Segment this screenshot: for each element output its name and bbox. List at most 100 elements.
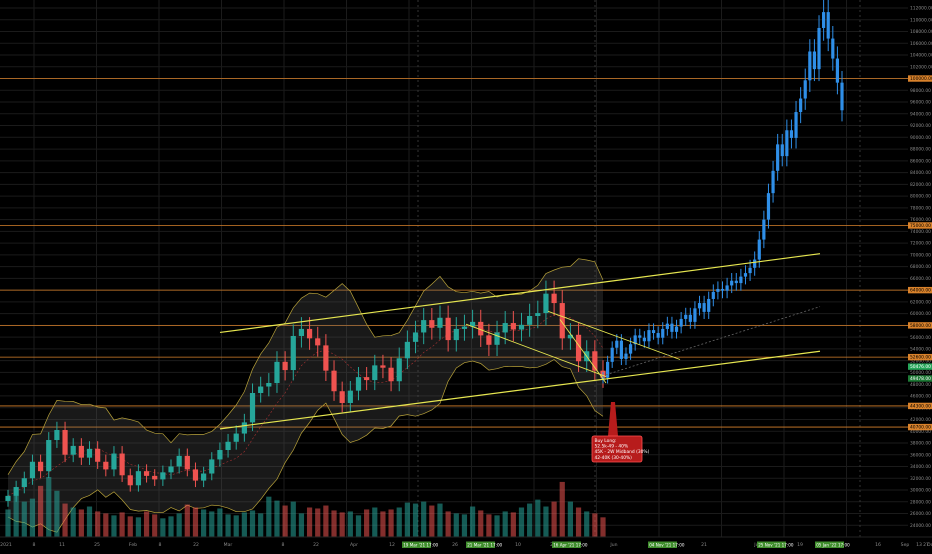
volume-bar <box>347 511 353 537</box>
volume-bar <box>160 518 166 537</box>
candle <box>331 370 337 392</box>
price-tick-label: 70000.00 <box>910 252 931 258</box>
level-price-tag <box>908 75 932 82</box>
channel-lower-line <box>219 350 821 430</box>
price-tick-label: 24000.00 <box>910 523 931 529</box>
projection-candle <box>734 280 738 284</box>
time-highlight-tag <box>466 541 495 548</box>
time-tick-label: 2021 <box>0 542 12 548</box>
volume-bar <box>225 514 231 537</box>
annotation-pointer <box>608 402 618 436</box>
level-price-label: 58000.00 <box>910 323 931 329</box>
volume-bar <box>95 511 101 537</box>
time-highlight-tag <box>552 541 581 548</box>
annotation-box <box>591 435 643 463</box>
price-tick-label: 50000.00 <box>910 370 931 376</box>
candle <box>233 433 239 442</box>
time-tick-label: 27 <box>923 542 929 548</box>
projection-candle <box>799 98 803 113</box>
candle <box>543 293 549 314</box>
current-price-label: 50476.00 <box>910 364 931 370</box>
volume-bar <box>600 517 606 537</box>
price-axis: 112000.00 110000.00 108000.00 106000.00 1040… <box>908 0 932 550</box>
candle <box>461 326 468 329</box>
price-tick-label: 84000.00 <box>910 170 931 176</box>
level-price-tag <box>908 402 932 410</box>
candle <box>347 390 353 403</box>
time-tick-label: 13 <box>916 542 922 548</box>
midline-dotted <box>605 306 821 376</box>
volume-bar <box>494 515 500 537</box>
time-tick-label: Feb <box>129 542 137 548</box>
price-tick-label: 108000.00 <box>910 29 932 35</box>
candle <box>176 455 182 467</box>
volume-bar <box>143 511 150 537</box>
candle <box>184 455 190 470</box>
candle <box>339 391 345 403</box>
candle <box>249 392 256 423</box>
volume-bar <box>209 511 215 537</box>
candle <box>551 293 557 304</box>
candle <box>315 338 321 346</box>
volume-bar <box>135 517 142 537</box>
level-price-tag <box>908 322 932 329</box>
candle <box>86 448 93 458</box>
price-tick-label: 112000.00 <box>910 6 932 12</box>
volume-bar <box>5 509 11 537</box>
projection-candle <box>605 361 610 378</box>
projection-candle <box>628 344 633 354</box>
annotation-line: 42-40K (30-40%) <box>595 455 633 461</box>
projection-candle <box>638 335 642 338</box>
candle <box>78 445 84 458</box>
candle <box>258 386 264 393</box>
projection-candle <box>812 51 817 70</box>
price-tick-label: 104000.00 <box>910 53 932 59</box>
volume-bar <box>372 507 378 537</box>
volume-bar <box>323 505 329 537</box>
projection-candle <box>661 328 665 338</box>
candle <box>38 461 44 472</box>
volume-bar <box>103 513 109 537</box>
projection-candle <box>794 112 798 138</box>
wedge-line <box>547 310 681 360</box>
projection-candle <box>688 314 692 322</box>
price-tick-label: 54000.00 <box>910 347 931 353</box>
candle <box>437 317 443 328</box>
candle <box>494 332 500 345</box>
wedge-line <box>559 319 607 384</box>
candle <box>127 475 133 486</box>
volume-bar <box>543 506 549 537</box>
volume-bar <box>298 513 305 537</box>
projection-candle <box>808 51 812 81</box>
candles-layer <box>5 280 606 507</box>
volume-bar <box>551 501 557 537</box>
price-tick-label: 102000.00 <box>910 64 932 70</box>
candle <box>567 334 573 339</box>
candle <box>364 377 370 381</box>
projection-candle <box>725 285 729 291</box>
price-tick-label: 110000.00 <box>910 17 932 23</box>
volume-bar <box>510 512 516 537</box>
level-price-label: 100000.00 <box>910 76 932 82</box>
candle <box>152 475 158 480</box>
price-tick-label: 52000.00 <box>910 358 931 364</box>
projection-candle <box>610 347 614 362</box>
candle <box>510 323 516 330</box>
candle <box>478 321 484 336</box>
projection-candle <box>748 267 752 274</box>
projection-candle <box>693 308 697 322</box>
time-tick-label: 8 <box>282 542 285 548</box>
volume-bar <box>364 509 370 537</box>
price-tick-label: 38000.00 <box>910 441 931 447</box>
level-price-tag <box>908 222 932 229</box>
level-price-tag <box>908 286 932 294</box>
volume-bar <box>21 501 27 537</box>
time-highlight-label: 19 Mar '21 17:00 <box>403 542 438 547</box>
annotation-line: Buy Long: <box>595 438 617 444</box>
projection-candle <box>624 353 628 359</box>
volume-bar <box>274 500 280 537</box>
projection-candle <box>647 330 651 342</box>
volume-bar <box>119 512 125 537</box>
candle <box>396 358 402 382</box>
